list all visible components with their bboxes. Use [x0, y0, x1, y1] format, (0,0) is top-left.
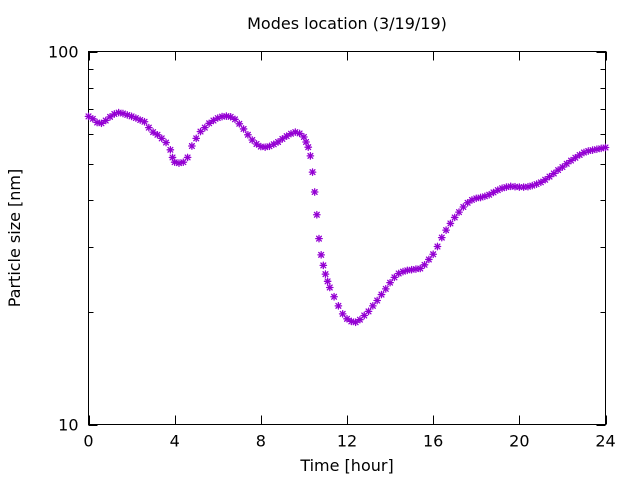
data-point: [554, 166, 562, 174]
data-point: [244, 130, 252, 139]
data-point: [282, 132, 291, 141]
data-point: [545, 172, 554, 181]
y-axis: 10 100: [48, 43, 606, 435]
data-point: [541, 175, 550, 184]
data-point: [364, 307, 373, 316]
data-point: [170, 158, 179, 167]
data-point: [231, 115, 239, 124]
data-point: [192, 134, 201, 143]
data-point: [308, 168, 317, 176]
data-point: [248, 136, 257, 144]
x-tick-label: 24: [595, 432, 615, 451]
data-point: [515, 183, 524, 191]
y-axis-label: Particle size [nm]: [5, 169, 24, 308]
data-point: [183, 153, 192, 162]
data-point: [179, 158, 188, 167]
data-point: [319, 261, 328, 270]
data-point: [450, 213, 459, 222]
data-point: [558, 163, 567, 171]
data-point: [323, 277, 332, 286]
data-point: [567, 156, 575, 165]
data-point: [334, 302, 343, 310]
x-tick-label: 20: [509, 432, 529, 451]
data-point: [330, 292, 338, 301]
data-point: [321, 270, 330, 278]
x-tick-label: 0: [83, 432, 93, 451]
x-axis: 0 4 8 12 16 20 24: [83, 51, 616, 451]
data-point: [235, 119, 244, 128]
data-point: [140, 117, 149, 126]
data-point: [562, 159, 571, 168]
data-point: [429, 250, 438, 259]
data-point: [381, 285, 390, 293]
data-point: [485, 190, 494, 199]
data-point: [310, 188, 319, 196]
data-point: [325, 283, 334, 292]
data-point: [420, 260, 429, 269]
data-point: [302, 138, 310, 146]
data-point: [287, 129, 295, 138]
data-point: [209, 116, 218, 125]
x-tick-label: 16: [423, 432, 443, 451]
x-tick-label: 8: [256, 432, 266, 451]
data-point: [601, 143, 610, 152]
data-point: [315, 234, 323, 243]
data-point: [442, 226, 450, 234]
data-point: [386, 278, 394, 287]
x-axis-label: Time [hour]: [299, 456, 393, 475]
data-point: [433, 242, 442, 251]
data-point: [304, 143, 313, 152]
data-point: [437, 233, 446, 242]
data-point: [368, 302, 377, 310]
data-point: [295, 129, 304, 138]
data-point: [162, 138, 170, 147]
data-point: [498, 184, 506, 193]
data-point: [166, 145, 175, 154]
plot-frame: [88, 51, 606, 425]
data-point: [425, 255, 433, 264]
data-point: [239, 125, 248, 133]
x-tick-label: 12: [337, 432, 357, 451]
data-point: [317, 250, 326, 259]
data-point: [338, 309, 347, 318]
y-tick-label: 10: [58, 416, 78, 435]
data-point: [416, 264, 425, 273]
data-point: [519, 183, 528, 191]
data-point: [312, 210, 321, 219]
data-point: [274, 138, 282, 146]
data-point: [188, 142, 196, 150]
data-point: [343, 314, 351, 323]
chart-title: Modes location (3/19/19): [247, 14, 447, 33]
x-tick-label: 4: [170, 432, 180, 451]
data-point: [446, 219, 455, 228]
data-series: [84, 108, 610, 327]
y-tick-label: 100: [48, 43, 79, 62]
data-point: [377, 290, 386, 299]
data-point: [455, 208, 463, 216]
data-point: [114, 108, 123, 117]
data-point: [306, 152, 315, 160]
data-point: [373, 296, 382, 305]
data-point: [524, 182, 532, 191]
